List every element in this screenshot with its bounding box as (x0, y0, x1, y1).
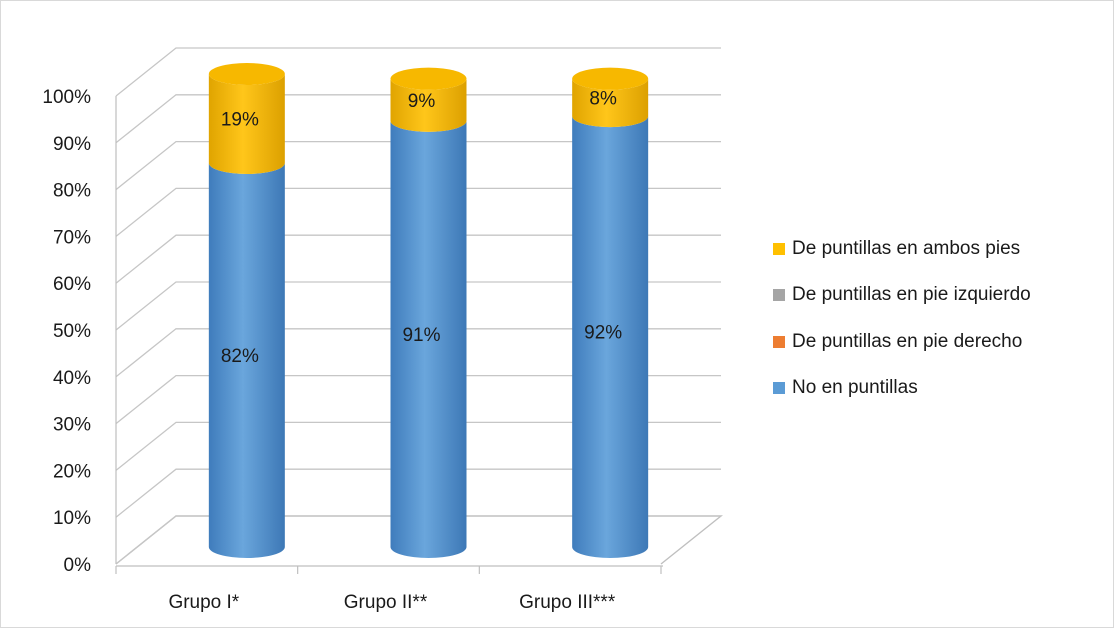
x-category-label: Grupo III*** (519, 592, 616, 613)
data-label: 8% (589, 88, 617, 109)
gridline (115, 94, 721, 144)
y-tick-label: 30% (53, 415, 91, 436)
legend-swatch (773, 335, 785, 348)
gridline (115, 47, 721, 97)
y-tick-label: 40% (53, 368, 91, 389)
gridline (115, 281, 721, 331)
gridline (115, 234, 721, 284)
bar-stack (572, 67, 649, 559)
bars: 82% 19% 91% 9% 92% 8% (208, 63, 649, 559)
bar-segment (208, 162, 285, 558)
y-tick-label: 60% (53, 274, 91, 295)
legend-label: De puntillas en ambos pies (792, 237, 1021, 259)
legend: De puntillas en ambos pies De puntillas e… (773, 237, 1031, 423)
y-tick-label: 100% (42, 87, 91, 108)
gridline (115, 328, 721, 378)
bar-cap (208, 63, 285, 85)
y-tick-label: 10% (53, 508, 91, 529)
gridline (115, 140, 721, 191)
bar-segment (208, 74, 285, 174)
bar-stack (390, 67, 467, 559)
data-label: 92% (584, 323, 622, 344)
gridline (115, 421, 721, 471)
data-label: 82% (221, 346, 259, 367)
legend-swatch (773, 289, 785, 301)
legend-label: De puntillas en pie izquierdo (792, 284, 1031, 305)
legend-swatch (773, 242, 785, 255)
bar-segment (572, 116, 649, 559)
y-axis-ticks: 0% 10% 20% 30% 40% 50% 60% 70% 80% 90% 100% (42, 87, 91, 576)
x-axis-categories: Grupo I* Grupo II** Grupo III*** (115, 566, 662, 613)
y-tick-label: 90% (53, 134, 91, 155)
bar-segment (390, 120, 467, 559)
gridline (115, 468, 721, 518)
y-tick-label: 20% (53, 461, 91, 482)
data-label: 19% (221, 109, 259, 130)
legend-swatch (773, 382, 785, 394)
legend-item: De puntillas en ambos pies (773, 237, 1031, 260)
data-label: 91% (402, 325, 440, 346)
y-tick-label: 70% (53, 227, 91, 248)
bar-segment (390, 78, 467, 132)
legend-item: No en puntillas (773, 377, 1031, 400)
legend-item: De puntillas en pie izquierdo (773, 284, 1031, 307)
legend-label: De puntillas en pie derecho (792, 330, 1023, 352)
gridline (115, 515, 721, 565)
legend-item: De puntillas en pie derecho (773, 330, 1031, 353)
bar-segment (572, 78, 649, 128)
x-category-label: Grupo I* (168, 592, 239, 613)
x-category-label: Grupo II** (344, 592, 428, 613)
gridline (115, 187, 721, 237)
legend-label: No en puntillas (792, 377, 918, 398)
data-label: 9% (408, 91, 436, 112)
bar-stack (208, 63, 285, 558)
gridlines (115, 47, 723, 567)
bar-cap (390, 67, 467, 90)
gridline (115, 374, 721, 425)
bar-cap (572, 67, 649, 90)
y-tick-label: 0% (64, 555, 92, 576)
y-tick-label: 50% (53, 321, 91, 342)
y-tick-label: 80% (53, 181, 91, 202)
